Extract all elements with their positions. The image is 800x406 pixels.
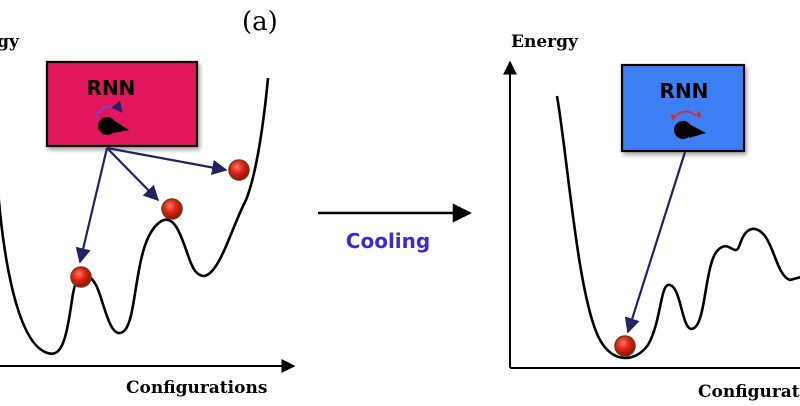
left-x-axis-label: Configurations: [126, 378, 267, 398]
left-ball-3: [228, 159, 250, 181]
panel-label: (a): [242, 7, 278, 37]
right-panel: Energy Configurations RNN: [503, 32, 800, 402]
right-energy-curve: [555, 95, 800, 360]
left-sampling-arrows: [75, 146, 228, 264]
left-ball-2: [161, 198, 183, 220]
left-energy-curve: [0, 77, 270, 355]
right-x-axis-label: Configurations: [698, 382, 800, 402]
left-ball-1: [70, 266, 92, 288]
right-y-axis-label: Energy: [511, 32, 579, 52]
right-ball: [614, 335, 636, 357]
left-rnn-box: [45, 60, 199, 148]
right-dial-icon: [670, 110, 706, 139]
left-rnn-label: RNN: [87, 76, 136, 100]
right-sampling-arrow: [624, 151, 687, 334]
cooling-label: Cooling: [346, 229, 430, 253]
cooling-arrow: Cooling: [318, 203, 472, 253]
left-panel: Energy Configurations RNN: [0, 32, 296, 398]
left-dial-icon: [95, 100, 129, 135]
left-y-axis-label: Energy: [0, 32, 20, 52]
right-rnn-label: RNN: [660, 79, 709, 103]
